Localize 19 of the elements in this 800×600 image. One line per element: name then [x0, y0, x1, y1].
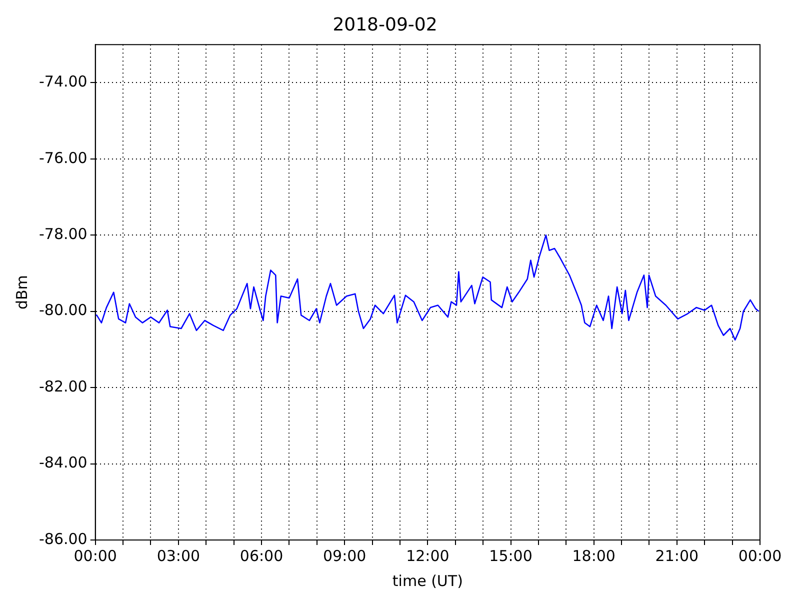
y-axis-title: dBm [12, 275, 31, 310]
y-tick-label: -84.00 [38, 454, 88, 472]
x-tick-label: 12:00 [406, 546, 450, 565]
y-tick-label: -74.00 [38, 72, 88, 91]
y-tick-label: -76.00 [38, 148, 88, 167]
x-tick-label: 03:00 [156, 546, 200, 565]
y-tick-label: -80.00 [38, 301, 88, 320]
x-tick-label: 15:00 [489, 546, 532, 565]
x-tick-label: 06:00 [240, 546, 284, 565]
y-tick-label: -86.00 [38, 530, 88, 548]
x-tick-label: 00:00 [738, 546, 782, 565]
x-tick-label: 18:00 [572, 546, 616, 565]
x-tick-label: 21:00 [655, 546, 699, 565]
chart-title: 2018-09-02 [332, 14, 438, 36]
x-tick-label: 00:00 [74, 546, 117, 565]
y-tick-label: -82.00 [38, 377, 88, 396]
y-tick-label: -78.00 [38, 225, 88, 244]
x-axis-title: time (UT) [392, 572, 463, 590]
x-tick-label: 09:00 [322, 546, 366, 565]
